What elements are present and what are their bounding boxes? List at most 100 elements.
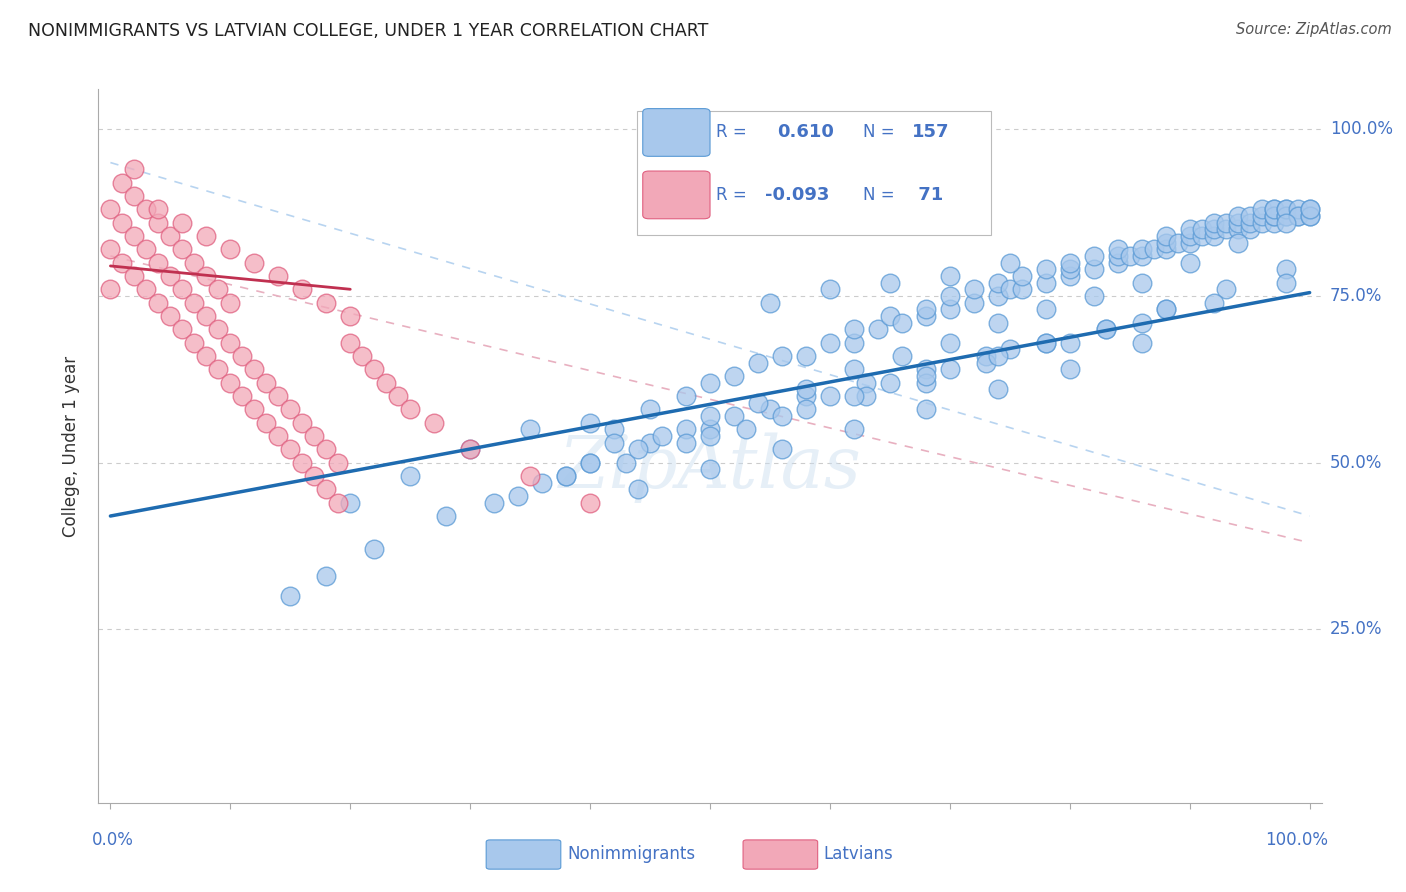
Point [1191, 222, 1213, 236]
Point [111, 255, 134, 269]
Text: -0.093: -0.093 [765, 186, 830, 204]
Point [699, 462, 721, 476]
Point [159, 309, 181, 323]
Text: N =: N = [863, 123, 894, 142]
Point [100, 282, 122, 296]
Point [1226, 222, 1249, 236]
Point [759, 402, 782, 417]
Point [304, 429, 326, 443]
Point [1154, 228, 1177, 243]
Text: 100.0%: 100.0% [1265, 831, 1327, 849]
Point [627, 442, 650, 457]
Point [519, 422, 541, 436]
Point [1263, 202, 1285, 217]
Point [1094, 322, 1116, 336]
Point [387, 389, 409, 403]
Point [195, 228, 218, 243]
Point [1191, 228, 1213, 243]
Point [508, 489, 530, 503]
Point [1274, 209, 1296, 223]
Point [1274, 209, 1296, 223]
Point [1011, 282, 1033, 296]
Point [1286, 209, 1309, 223]
Point [1059, 362, 1081, 376]
Point [770, 349, 793, 363]
Point [231, 349, 253, 363]
Point [159, 268, 181, 283]
Point [1274, 202, 1296, 217]
Point [915, 362, 938, 376]
Point [519, 469, 541, 483]
Point [1239, 222, 1261, 236]
Point [987, 349, 1010, 363]
Point [1083, 289, 1105, 303]
Point [818, 389, 841, 403]
Point [1226, 216, 1249, 230]
Point [794, 349, 817, 363]
Point [987, 276, 1010, 290]
Text: 75.0%: 75.0% [1330, 287, 1382, 305]
Point [759, 295, 782, 310]
Text: NONIMMIGRANTS VS LATVIAN COLLEGE, UNDER 1 YEAR CORRELATION CHART: NONIMMIGRANTS VS LATVIAN COLLEGE, UNDER … [28, 22, 709, 40]
Point [723, 368, 745, 383]
Point [675, 389, 697, 403]
Point [183, 295, 205, 310]
Point [1263, 216, 1285, 230]
Text: R =: R = [716, 123, 747, 142]
Point [219, 376, 242, 390]
Point [818, 282, 841, 296]
Point [399, 469, 422, 483]
Point [195, 268, 218, 283]
Point [1154, 242, 1177, 256]
Point [974, 349, 997, 363]
Point [1178, 235, 1201, 250]
Point [915, 402, 938, 417]
Point [651, 429, 673, 443]
Point [794, 402, 817, 417]
Point [879, 376, 901, 390]
Point [219, 295, 242, 310]
Point [770, 442, 793, 457]
Point [603, 422, 626, 436]
Point [111, 176, 134, 190]
Point [939, 335, 962, 350]
Point [278, 402, 301, 417]
Point [1202, 222, 1225, 236]
Point [315, 569, 337, 583]
Point [375, 376, 398, 390]
Point [1143, 242, 1166, 256]
Point [842, 322, 865, 336]
Point [1035, 302, 1057, 317]
Point [267, 429, 290, 443]
Point [243, 402, 266, 417]
Text: 71: 71 [912, 186, 943, 204]
Point [842, 362, 865, 376]
Text: R =: R = [716, 186, 747, 204]
Point [1107, 249, 1129, 263]
Point [735, 422, 758, 436]
Point [890, 349, 912, 363]
Point [1298, 209, 1320, 223]
Point [1154, 235, 1177, 250]
Point [1107, 242, 1129, 256]
Point [195, 349, 218, 363]
Point [794, 382, 817, 396]
Point [399, 402, 422, 417]
Point [818, 335, 841, 350]
Point [939, 302, 962, 317]
Point [254, 376, 277, 390]
Point [100, 202, 122, 217]
Text: 0.610: 0.610 [778, 123, 834, 142]
Point [555, 469, 578, 483]
Point [172, 242, 194, 256]
Point [627, 483, 650, 497]
Point [915, 302, 938, 317]
Point [1263, 202, 1285, 217]
Point [579, 456, 602, 470]
Point [1154, 302, 1177, 317]
Point [579, 496, 602, 510]
Point [915, 376, 938, 390]
Point [207, 282, 229, 296]
Point [135, 242, 157, 256]
Point [267, 268, 290, 283]
